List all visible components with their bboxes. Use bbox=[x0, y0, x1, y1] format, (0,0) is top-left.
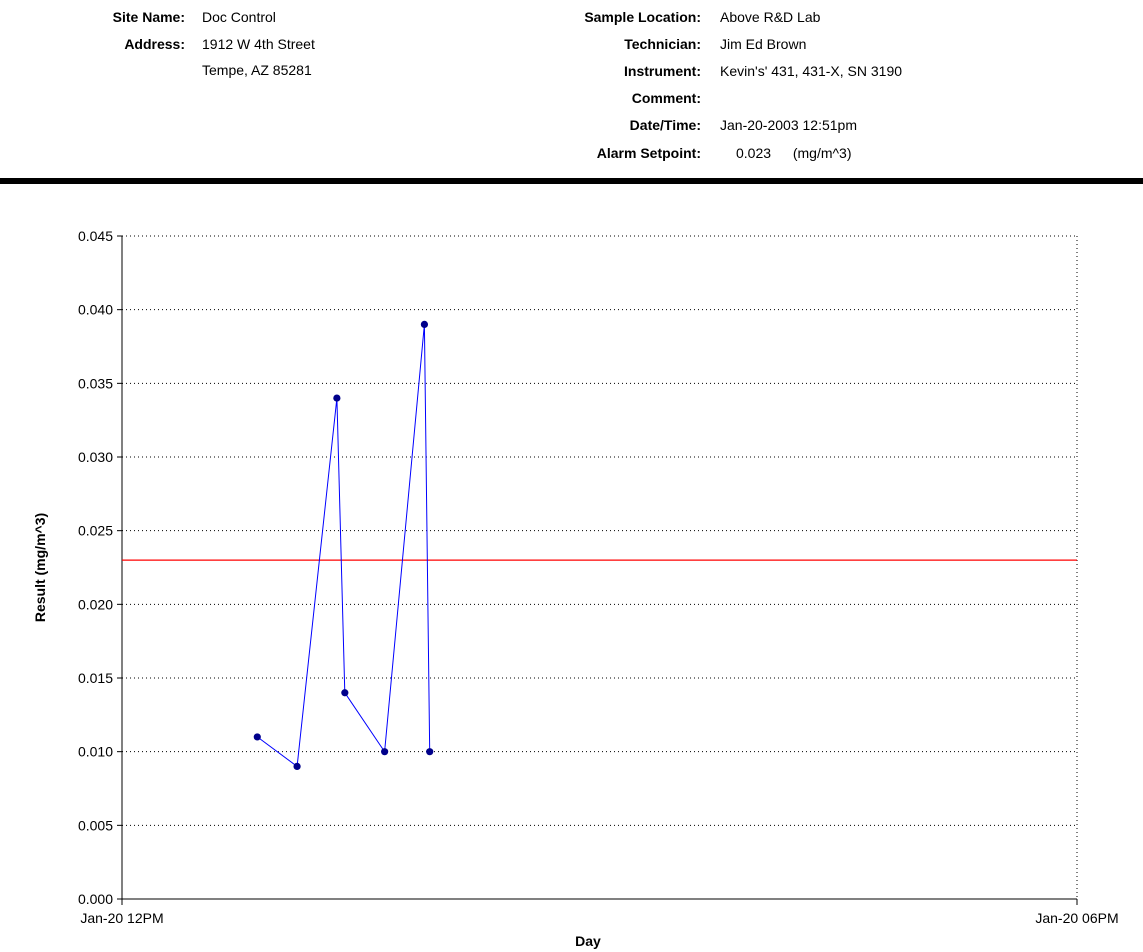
technician-label: Technician: bbox=[624, 36, 701, 52]
data-point bbox=[341, 689, 349, 697]
series-line bbox=[257, 324, 431, 768]
instrument-value: Kevin's' 431, 431-X, SN 3190 bbox=[720, 63, 903, 79]
y-tick-label: 0.015 bbox=[78, 670, 113, 686]
y-axis-title: Result (mg/m^3) bbox=[32, 513, 48, 622]
x-tick-label: Jan-20 06PM bbox=[1035, 910, 1118, 926]
data-point bbox=[333, 394, 341, 402]
y-tick-label: 0.030 bbox=[78, 449, 113, 465]
sample-location-label: Sample Location: bbox=[584, 9, 701, 25]
axis-labels: 0.000 0.005 0.010 0.015 0.020 0.025 0.030 0.035… bbox=[32, 228, 1119, 949]
comment-label: Comment: bbox=[631, 90, 701, 106]
y-tick-label: 0.035 bbox=[78, 375, 113, 391]
data-point bbox=[293, 762, 301, 771]
alarm-setpoint-value: 0.023 (mg/m^3) bbox=[736, 145, 852, 161]
y-tick-label: 0.020 bbox=[78, 596, 113, 612]
datetime-value: Jan-20-2003 12:51pm bbox=[720, 117, 857, 133]
data-series bbox=[253, 320, 434, 771]
sample-location-value: Above R&D Lab bbox=[720, 9, 821, 25]
data-point bbox=[253, 733, 261, 741]
header-divider bbox=[0, 178, 1143, 184]
site-name-label: Site Name: bbox=[112, 9, 185, 25]
address-line2: Tempe, AZ 85281 bbox=[202, 62, 312, 78]
y-tick-label: 0.045 bbox=[78, 228, 113, 244]
axes bbox=[117, 235, 1078, 905]
x-axis-title: Day bbox=[575, 933, 601, 949]
data-point bbox=[420, 320, 429, 328]
data-point bbox=[381, 748, 389, 756]
address-label: Address: bbox=[124, 36, 185, 52]
y-tick-label: 0.025 bbox=[78, 523, 113, 539]
data-point bbox=[426, 748, 434, 756]
y-tick-label: 0.000 bbox=[78, 891, 113, 907]
technician-value: Jim Ed Brown bbox=[720, 36, 807, 52]
grid-lines bbox=[122, 235, 1078, 899]
instrument-label: Instrument: bbox=[624, 63, 701, 79]
alarm-value: 0.023 bbox=[736, 145, 772, 161]
address-line1: 1912 W 4th Street bbox=[202, 36, 315, 52]
y-tick-label: 0.040 bbox=[78, 302, 113, 318]
x-tick-label: Jan-20 12PM bbox=[80, 910, 163, 926]
y-tick-label: 0.005 bbox=[78, 817, 113, 833]
alarm-unit: (mg/m^3) bbox=[792, 145, 852, 161]
alarm-setpoint-label: Alarm Setpoint: bbox=[596, 145, 701, 161]
site-name-value: Doc Control bbox=[202, 9, 276, 25]
y-tick-label: 0.010 bbox=[78, 744, 113, 760]
datetime-label: Date/Time: bbox=[629, 117, 701, 133]
